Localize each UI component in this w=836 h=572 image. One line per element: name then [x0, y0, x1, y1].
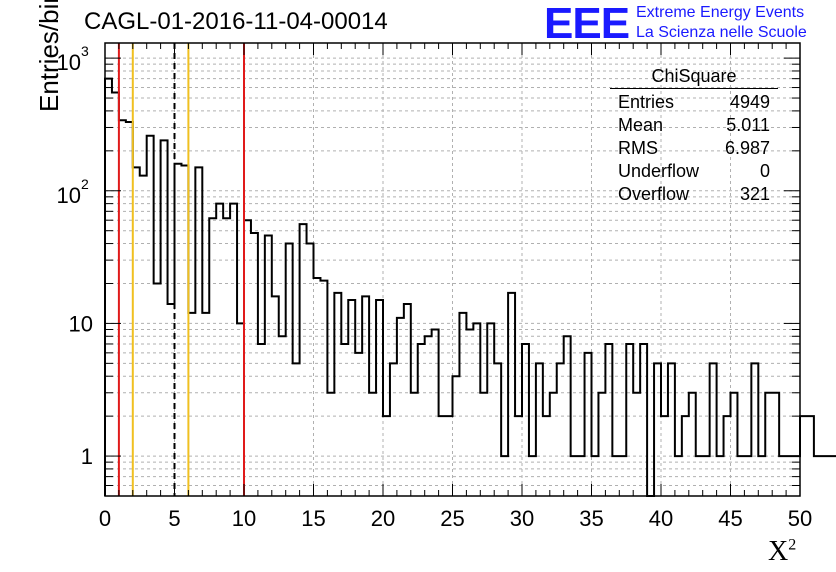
- stat-row-rms: RMS 6.987: [618, 138, 770, 158]
- x-tick-label: 10: [232, 506, 256, 531]
- x-tick-label: 50: [788, 506, 812, 531]
- eee-logo: EEE: [544, 0, 630, 48]
- x-tick-label: 15: [301, 506, 325, 531]
- y-tick-label: 1: [81, 444, 93, 469]
- histogram-series: [104, 77, 836, 497]
- x-tick-label: 45: [718, 506, 742, 531]
- stat-row-entries: Entries 4949: [618, 92, 770, 112]
- x-tick-label: 25: [440, 506, 464, 531]
- stats-title: ChiSquare: [610, 66, 778, 89]
- y-tick-label: 10: [57, 50, 81, 75]
- y-tick-exponent: 2: [81, 176, 89, 192]
- x-tick-label: 20: [371, 506, 395, 531]
- x-tick-label: 35: [579, 506, 603, 531]
- plot-area: [105, 43, 800, 496]
- logo-line1: Extreme Energy Events: [636, 4, 805, 21]
- logo-line2: La Scienza nelle Scuole: [636, 24, 807, 41]
- stats-box: ChiSquare Entries 4949 Mean 5.011 RMS 6.987…: [610, 66, 778, 206]
- y-axis-label: Entries/bin: [34, 0, 64, 112]
- stat-row-underflow: Underflow 0: [618, 161, 770, 181]
- stat-row-overflow: Overflow 321: [618, 184, 770, 204]
- x-tick-label: 30: [510, 506, 534, 531]
- x-axis-label: X2: [768, 536, 797, 567]
- y-tick-label: 10: [69, 311, 93, 336]
- stat-row-mean: Mean 5.011: [618, 115, 770, 135]
- x-tick-label: 40: [649, 506, 673, 531]
- y-tick-exponent: 3: [81, 43, 89, 59]
- x-tick-label: 0: [99, 506, 111, 531]
- y-tick-label: 10: [57, 183, 81, 208]
- x-tick-label: 5: [168, 506, 180, 531]
- plot-title: CAGL-01-2016-11-04-00014: [84, 8, 388, 35]
